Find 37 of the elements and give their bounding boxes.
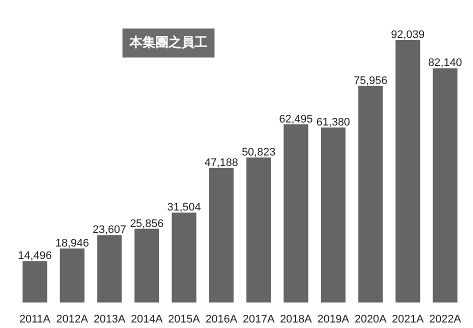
data-label: 31,504 — [167, 202, 201, 214]
data-label: 75,956 — [354, 74, 388, 87]
bar — [320, 127, 346, 302]
bar — [358, 86, 383, 302]
data-label: 50,823 — [242, 146, 276, 159]
x-tick-label: 2012A — [56, 314, 89, 326]
x-tick-label: 2019A — [317, 314, 350, 326]
chart-title: 本集團之員工 — [128, 34, 208, 50]
bar — [134, 228, 160, 302]
data-label: 47,188 — [204, 156, 238, 169]
data-label: 23,607 — [92, 224, 126, 236]
bar — [22, 261, 48, 302]
data-label: 92,039 — [391, 29, 425, 41]
data-label: 18,946 — [55, 237, 90, 250]
x-tick-label: 2011A — [19, 314, 52, 326]
bar — [97, 235, 122, 302]
bar — [172, 212, 196, 302]
data-label: 82,140 — [428, 57, 462, 70]
x-tick-label: 2018A — [280, 314, 313, 326]
x-tick-label: 2014A — [130, 314, 164, 326]
bar — [246, 158, 271, 302]
bar — [284, 124, 308, 302]
x-tick-label: 2016A — [205, 314, 238, 326]
bar — [209, 168, 234, 302]
bar — [432, 68, 458, 302]
x-tick-label: 2017A — [242, 314, 276, 326]
data-label: 14,496 — [18, 250, 52, 262]
x-tick-label: 2020A — [354, 314, 388, 326]
data-label: 25,856 — [130, 218, 164, 230]
bar — [60, 248, 84, 302]
x-tick-label: 2021A — [392, 314, 424, 326]
x-tick-label: 2013A — [94, 314, 126, 326]
data-label: 61,380 — [316, 116, 350, 128]
data-label: 62,495 — [279, 113, 313, 126]
bar — [396, 40, 420, 302]
x-tick-label: 2022A — [429, 314, 462, 326]
x-tick-label: 2015A — [168, 314, 201, 326]
